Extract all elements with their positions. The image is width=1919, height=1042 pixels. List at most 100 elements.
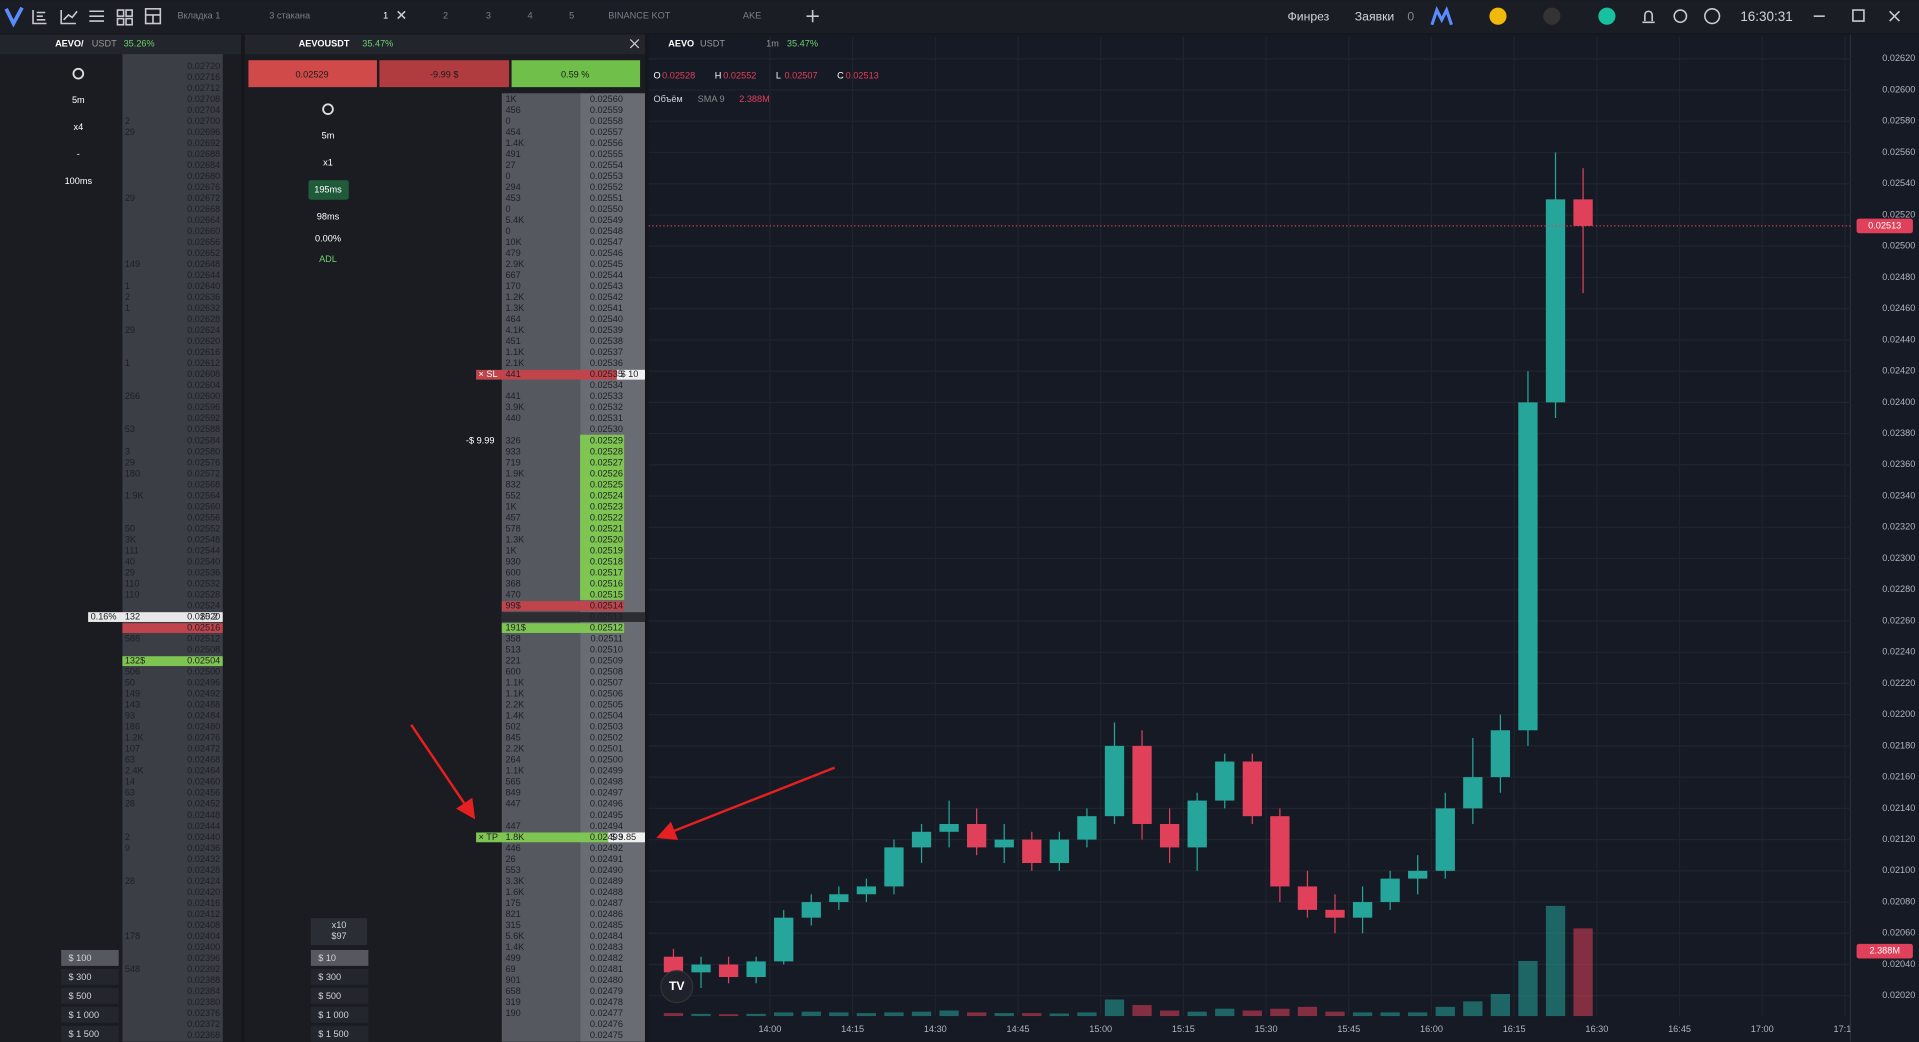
y-tick-label: 0.02160: [1882, 772, 1915, 782]
orders[interactable]: Заявки: [1355, 10, 1394, 24]
amount[interactable]: $ 300: [318, 972, 341, 982]
candle-body: [1545, 199, 1566, 403]
amount-button[interactable]: [61, 968, 119, 985]
button-label[interactable]: -9.99 $: [430, 69, 459, 79]
close-icon[interactable]: [629, 38, 640, 49]
book-price: 0.02544: [590, 270, 623, 280]
y-tick-label: 0.02480: [1882, 272, 1915, 282]
book-volume: 2.1K: [505, 358, 524, 368]
book-volume: 4.1K: [505, 325, 524, 335]
book-price: 0.02564: [187, 490, 220, 500]
tab[interactable]: AKE: [743, 11, 761, 21]
book-volume: 821: [505, 909, 520, 919]
book-price: 0.02490: [590, 865, 623, 875]
x-tick-label: 15:45: [1337, 1024, 1360, 1034]
amount-button[interactable]: [310, 968, 369, 985]
amount[interactable]: $ 1 500: [69, 1029, 100, 1039]
candle-body: [1104, 745, 1125, 817]
leverage-box[interactable]: [310, 918, 368, 946]
button[interactable]: [379, 60, 510, 88]
amount-button[interactable]: [310, 949, 369, 966]
candle-body: [1435, 808, 1455, 871]
book-volume: 1: [125, 358, 130, 368]
book-price: 0.02520: [590, 534, 623, 544]
amount[interactable]: $ 1 000: [69, 1010, 100, 1020]
button[interactable]: [248, 60, 377, 88]
book-price: 0.02692: [187, 138, 220, 148]
button[interactable]: [511, 60, 641, 88]
amount[interactable]: $ 10: [318, 953, 336, 963]
control[interactable]: 98ms: [317, 211, 340, 221]
tab[interactable]: BINANCE KOT: [608, 11, 670, 21]
x-tick-label: 14:00: [758, 1024, 781, 1034]
book-price: 0.02501: [590, 744, 623, 754]
button-label[interactable]: 0.02529: [296, 69, 329, 79]
control[interactable]: -: [77, 149, 80, 159]
position-row: [88, 612, 223, 622]
book-price: 0.02552: [590, 182, 623, 192]
amount-button[interactable]: [61, 949, 119, 966]
control[interactable]: 5m: [322, 131, 335, 141]
button-label[interactable]: 0.59 %: [561, 69, 590, 79]
control[interactable]: 5m: [72, 95, 85, 105]
amount[interactable]: $ 1 500: [318, 1029, 349, 1039]
book-volume: 29: [125, 193, 135, 203]
tp-label[interactable]: × TP: [479, 832, 498, 842]
book-volume: 502: [505, 722, 520, 732]
book-volume: 221: [505, 656, 520, 666]
book-price: 0.02444: [187, 821, 220, 831]
control[interactable]: x4: [73, 122, 83, 132]
book-price: 0.02559: [590, 105, 623, 115]
tab[interactable]: 4: [527, 11, 532, 21]
tab[interactable]: 5: [569, 11, 574, 21]
book-price: 0.02528: [187, 589, 220, 599]
book-volume: 1.1K: [505, 689, 524, 699]
control[interactable]: 0.00%: [315, 233, 341, 243]
book-price: 0.02516: [187, 623, 220, 633]
control[interactable]: 195ms: [314, 184, 342, 194]
finrez[interactable]: Финрез: [1287, 10, 1329, 24]
book-volume: 149: [125, 689, 140, 699]
amount-button[interactable]: [310, 987, 369, 1004]
book-volume: 9: [125, 843, 130, 853]
position-pct: 0.16%: [91, 611, 117, 621]
volume-bar: [1297, 1006, 1318, 1017]
tab[interactable]: 3: [486, 11, 491, 21]
candle-body: [801, 902, 821, 918]
amount-button[interactable]: [61, 987, 119, 1004]
settings-icon[interactable]: [322, 103, 334, 115]
ask-best-row: [122, 623, 223, 633]
control[interactable]: ADL: [319, 254, 337, 264]
x-tick-label: 16:15: [1503, 1024, 1526, 1034]
settings-icon[interactable]: [72, 67, 85, 80]
amount[interactable]: $ 300: [69, 972, 92, 982]
amount-button[interactable]: [310, 1006, 369, 1023]
amount-button[interactable]: [61, 1025, 119, 1042]
toolbar-icons: [32, 8, 819, 26]
x-tick-label: 14:15: [841, 1024, 864, 1034]
amount[interactable]: $ 1 000: [318, 1010, 349, 1020]
book-volume: 358: [505, 634, 520, 644]
volume-bar: [967, 1012, 987, 1017]
sl-label[interactable]: × SL: [479, 369, 498, 379]
book-price: 0.02672: [187, 193, 220, 203]
control[interactable]: 100ms: [65, 176, 93, 186]
tab[interactable]: 1: [383, 11, 388, 21]
book-price: 0.02517: [590, 567, 623, 577]
tab[interactable]: 2: [443, 11, 448, 21]
amount[interactable]: $ 100: [69, 953, 92, 963]
amount-button[interactable]: [61, 1006, 119, 1023]
volume-bar: [1242, 1010, 1262, 1017]
amount[interactable]: $ 500: [318, 991, 341, 1001]
tab[interactable]: Вкладка 1: [177, 11, 220, 21]
book-price: 0.02616: [187, 347, 220, 357]
book-price: 0.02428: [187, 865, 220, 875]
control[interactable]: x1: [323, 157, 333, 167]
symbol: AEVOUSDT: [299, 39, 350, 49]
book-volume: 667: [505, 270, 520, 280]
amount-button[interactable]: [310, 1025, 369, 1042]
quote: USDT: [700, 39, 725, 49]
amount[interactable]: $ 500: [69, 991, 92, 1001]
tab[interactable]: 3 стакана: [269, 11, 311, 21]
candle-body: [718, 964, 739, 978]
